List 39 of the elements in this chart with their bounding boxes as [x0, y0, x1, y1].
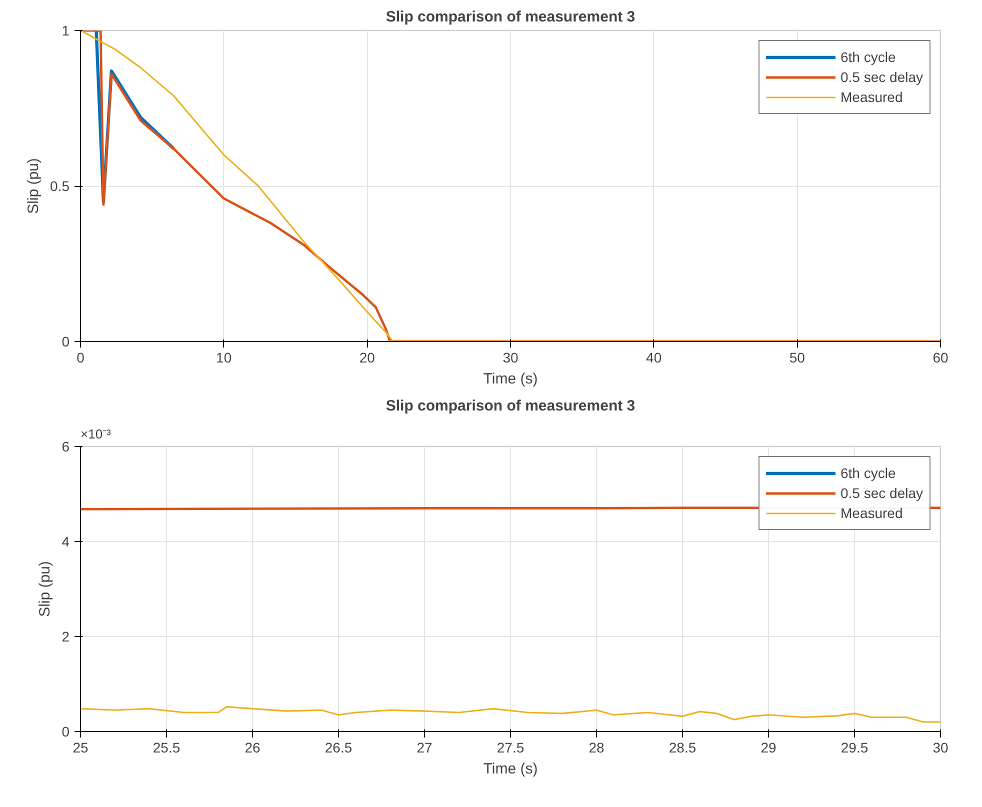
y-tick-label: 4	[62, 534, 70, 550]
x-tick-label: 29	[760, 740, 776, 756]
x-tick-label: 28	[588, 740, 604, 756]
legend-label: Measured	[840, 89, 903, 105]
x-tick-label: 28.5	[668, 740, 696, 756]
chart-title: Slip comparison of measurement 3	[386, 398, 636, 414]
chart-title: Slip comparison of measurement 3	[386, 8, 636, 26]
x-tick-label: 27	[416, 740, 432, 756]
x-tick-label: 0	[76, 350, 85, 366]
legend-label: 6th cycle	[840, 49, 896, 65]
x-axis-title: Time (s)	[483, 760, 538, 778]
text: ×10⁻³	[80, 426, 112, 442]
y-tick-label: 0	[62, 334, 70, 350]
x-tick-label: 30	[932, 740, 948, 756]
line-series	[80, 706, 940, 723]
y-axis-title: Slip (pu)	[25, 158, 42, 214]
legend-label: 0.5 sec delay	[840, 485, 923, 501]
x-tick-label: 40	[646, 350, 662, 366]
y-tick-label: 1	[62, 22, 70, 38]
x-tick-label: 25.5	[152, 740, 180, 756]
x-tick-label: 26.5	[324, 740, 352, 756]
x-tick-label: 27.5	[496, 740, 524, 756]
y-tick-label: 6	[62, 438, 70, 454]
y-axis-title: Slip (pu)	[36, 561, 54, 617]
x-tick-label: 26	[244, 740, 260, 756]
x-tick-label: 29.5	[840, 740, 868, 756]
x-tick-label: 60	[932, 350, 948, 366]
x-tick-label: 30	[502, 350, 518, 366]
y-tick-label: 0	[62, 724, 70, 740]
x-tick-label: 25	[72, 740, 88, 756]
x-tick-label: 20	[359, 350, 376, 366]
y-tick-label: 0.5	[50, 178, 70, 194]
x-tick-label: 10	[216, 350, 232, 366]
x-axis-title: Time (s)	[483, 370, 538, 388]
y-tick-label: 2	[62, 628, 70, 644]
x-tick-label: 50	[789, 350, 806, 366]
legend-label: Measured	[840, 505, 903, 521]
legend-label: 6th cycle	[840, 465, 896, 481]
legend-label: 0.5 sec delay	[840, 69, 923, 85]
